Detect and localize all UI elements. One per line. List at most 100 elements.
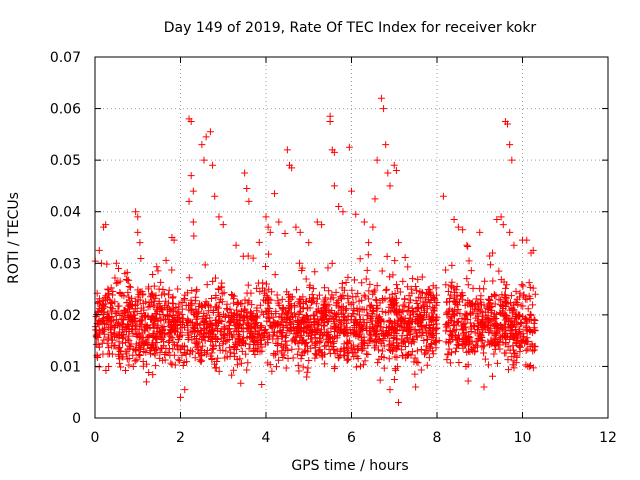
data-point bbox=[283, 313, 291, 321]
data-point bbox=[177, 393, 184, 401]
data-point bbox=[429, 350, 437, 358]
data-point bbox=[95, 246, 103, 254]
data-point bbox=[160, 338, 168, 346]
data-point bbox=[240, 305, 248, 313]
data-point bbox=[138, 340, 146, 348]
data-point bbox=[166, 307, 174, 315]
data-point bbox=[501, 311, 509, 319]
x-tick-label: 8 bbox=[433, 430, 442, 446]
data-point bbox=[123, 355, 131, 363]
data-point bbox=[329, 313, 337, 321]
data-point bbox=[253, 304, 261, 312]
data-point bbox=[321, 360, 329, 368]
data-point bbox=[499, 325, 507, 333]
data-point bbox=[451, 332, 459, 340]
data-point bbox=[388, 347, 396, 355]
data-point bbox=[205, 307, 213, 315]
data-point bbox=[203, 281, 211, 289]
data-point bbox=[195, 350, 203, 358]
data-point bbox=[207, 327, 215, 335]
data-point bbox=[151, 347, 159, 355]
data-point bbox=[313, 351, 321, 359]
data-point bbox=[465, 332, 473, 340]
data-point bbox=[394, 342, 402, 350]
y-tick-label: 0 bbox=[72, 411, 81, 427]
data-point bbox=[237, 379, 245, 387]
data-point bbox=[435, 337, 443, 345]
data-point bbox=[279, 353, 287, 361]
data-point bbox=[298, 339, 306, 347]
data-point bbox=[519, 282, 527, 290]
data-point bbox=[448, 261, 456, 269]
data-point bbox=[157, 316, 165, 324]
data-point bbox=[93, 333, 101, 341]
data-point bbox=[377, 323, 385, 331]
data-point bbox=[405, 303, 413, 311]
x-tick-label: 10 bbox=[514, 430, 532, 446]
data-point bbox=[413, 299, 421, 307]
data-point bbox=[173, 331, 181, 339]
data-point bbox=[423, 361, 431, 369]
data-point bbox=[149, 321, 157, 329]
data-point bbox=[245, 345, 253, 353]
data-point bbox=[258, 380, 266, 388]
data-point bbox=[169, 338, 177, 346]
data-point bbox=[162, 256, 170, 264]
data-point bbox=[322, 342, 330, 350]
data-point bbox=[148, 289, 156, 297]
data-point bbox=[168, 334, 176, 342]
data-point bbox=[446, 328, 454, 336]
data-point bbox=[370, 344, 378, 352]
data-point bbox=[243, 366, 251, 374]
data-point bbox=[218, 290, 226, 298]
data-point bbox=[501, 296, 509, 304]
data-point bbox=[516, 325, 524, 333]
data-point bbox=[226, 344, 234, 352]
data-point bbox=[174, 285, 182, 293]
data-point bbox=[345, 355, 353, 363]
data-point bbox=[294, 350, 302, 358]
data-point bbox=[454, 306, 462, 314]
data-point bbox=[500, 349, 508, 357]
data-point bbox=[494, 323, 502, 331]
y-tick-label: 0.01 bbox=[50, 359, 81, 375]
data-point bbox=[302, 311, 310, 319]
data-point bbox=[403, 327, 411, 335]
data-point bbox=[111, 321, 119, 329]
data-point bbox=[366, 301, 374, 309]
data-point bbox=[214, 285, 222, 293]
data-point bbox=[178, 298, 186, 306]
data-point bbox=[395, 239, 403, 247]
data-point bbox=[111, 298, 119, 306]
x-tick-label: 4 bbox=[262, 430, 271, 446]
data-point bbox=[134, 213, 142, 221]
data-point bbox=[498, 302, 506, 310]
data-point bbox=[109, 305, 117, 313]
data-point bbox=[382, 309, 390, 317]
data-point bbox=[136, 318, 144, 326]
data-point bbox=[425, 322, 433, 330]
data-point bbox=[521, 295, 529, 303]
data-point bbox=[295, 326, 303, 334]
data-point bbox=[409, 308, 417, 316]
data-point bbox=[169, 293, 177, 301]
data-point bbox=[244, 312, 252, 320]
x-axis-label: GPS time / hours bbox=[291, 458, 408, 474]
data-point bbox=[348, 187, 355, 195]
data-point bbox=[519, 302, 527, 310]
data-point bbox=[512, 330, 520, 338]
data-point bbox=[317, 326, 325, 334]
data-point bbox=[430, 304, 438, 312]
data-point bbox=[413, 358, 421, 366]
data-point bbox=[496, 309, 504, 317]
data-point bbox=[420, 337, 428, 345]
data-point bbox=[215, 213, 223, 221]
data-point bbox=[370, 338, 378, 346]
data-point bbox=[365, 239, 373, 247]
data-point bbox=[390, 376, 398, 384]
data-point bbox=[387, 346, 395, 354]
data-point bbox=[215, 342, 223, 350]
data-point bbox=[296, 303, 304, 311]
data-point bbox=[394, 316, 402, 324]
